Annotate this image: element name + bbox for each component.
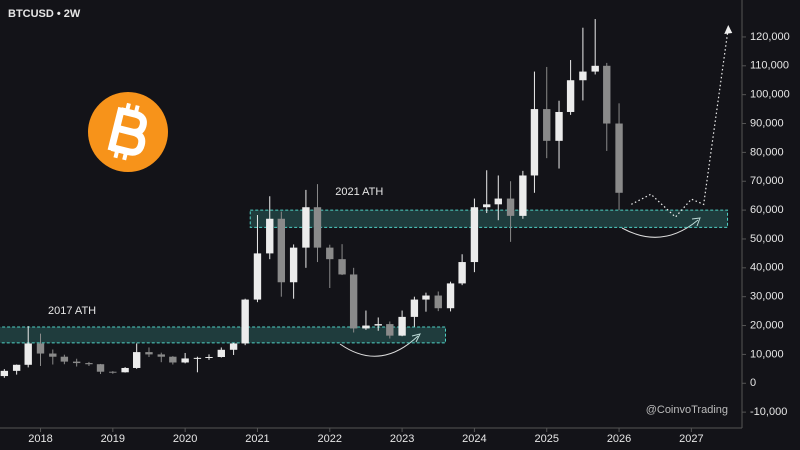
candle-body (398, 316, 406, 336)
y-tick-label: 100,000 (750, 89, 790, 101)
projection-arrowhead (724, 24, 733, 34)
candle-body (72, 361, 81, 364)
y-tick-label: 0 (750, 377, 756, 389)
candle-body (470, 207, 479, 263)
candle-body (205, 357, 213, 359)
bitcoin-logo (88, 92, 168, 172)
candle-body (603, 65, 611, 124)
candle-body (410, 299, 419, 317)
y-tick-label: 110,000 (750, 60, 789, 72)
y-tick-label: 20,000 (750, 319, 784, 331)
y-tick-label: 60,000 (750, 204, 784, 216)
y-tick-label: 10,000 (750, 348, 784, 360)
candle-body (313, 207, 322, 248)
bounce-arrow (339, 335, 419, 357)
candle-body (289, 247, 298, 283)
x-tick-label: 2024 (462, 433, 486, 445)
candle-body (24, 343, 32, 365)
candle-body (121, 367, 129, 373)
arrowhead (411, 333, 421, 343)
watermark: @CoinvoTrading (646, 404, 728, 416)
candle-body (434, 295, 442, 309)
candle-body (530, 109, 539, 176)
arrowhead (691, 217, 701, 227)
candle-body (374, 324, 382, 326)
x-tick-label: 2020 (173, 433, 197, 445)
logo-glyph (107, 102, 147, 161)
zone-label: 2017 ATH (48, 305, 96, 317)
candle-body (85, 363, 93, 365)
candle-body (338, 259, 346, 275)
logo-b (107, 106, 147, 156)
candle-body (145, 352, 153, 355)
zone-label: 2021 ATH (335, 186, 383, 198)
x-tick-label: 2018 (28, 433, 52, 445)
candle-body (506, 198, 515, 216)
candle-body (132, 352, 141, 368)
x-tick-label: 2021 (245, 433, 269, 445)
y-tick-label: 120,000 (750, 31, 790, 43)
candle-body (566, 80, 575, 112)
candle-body (36, 343, 45, 354)
y-tick-label: 70,000 (750, 175, 784, 187)
y-tick-label: 50,000 (750, 233, 784, 245)
logo-bars (113, 102, 140, 161)
candle-body (362, 325, 370, 329)
x-tick-label: 2026 (607, 433, 631, 445)
y-tick-label: 90,000 (750, 117, 784, 129)
candle-body (60, 356, 69, 362)
candle-body (12, 364, 21, 371)
candle-body (157, 354, 165, 357)
candle-body (543, 109, 551, 141)
candle-body (555, 111, 563, 141)
candle-body (217, 349, 225, 358)
y-tick-label: 30,000 (750, 291, 784, 303)
x-tick-label: 2023 (390, 433, 414, 445)
candle-body (579, 71, 587, 81)
y-tick-label: 80,000 (750, 146, 784, 158)
candle-body (326, 247, 334, 260)
chart-title: BTCUSD • 2W (8, 8, 81, 20)
candle-body (458, 262, 466, 284)
candle-body (0, 370, 9, 377)
bounce-arrow (621, 219, 699, 238)
candle-body (169, 356, 177, 363)
candle-body (266, 218, 274, 254)
candle-body (109, 371, 117, 373)
candle-body (181, 358, 189, 363)
x-tick-label: 2027 (679, 433, 703, 445)
candle-body (494, 198, 502, 205)
candle-body (483, 204, 491, 208)
ath-zone (249, 209, 729, 228)
y-tick-label: 40,000 (750, 262, 784, 274)
candle-body (253, 253, 262, 300)
candle-body (49, 353, 57, 357)
candle-body (229, 343, 238, 350)
candle-body (193, 357, 202, 359)
candle-body (277, 218, 286, 283)
x-tick-label: 2022 (318, 433, 342, 445)
ath-zone (0, 326, 446, 344)
candle-body (446, 283, 455, 309)
candle-body (349, 274, 358, 329)
candle-body (519, 175, 527, 216)
candle-body (302, 207, 310, 248)
candle-body (591, 65, 599, 72)
x-tick-label: 2025 (534, 433, 558, 445)
x-tick-label: 2019 (101, 433, 125, 445)
candle-body (241, 299, 249, 344)
candle-body (422, 295, 430, 300)
candle-body (386, 324, 394, 336)
y-tick-label: -10,000 (750, 406, 787, 418)
candle-body (96, 364, 105, 372)
candle-body (615, 123, 623, 193)
